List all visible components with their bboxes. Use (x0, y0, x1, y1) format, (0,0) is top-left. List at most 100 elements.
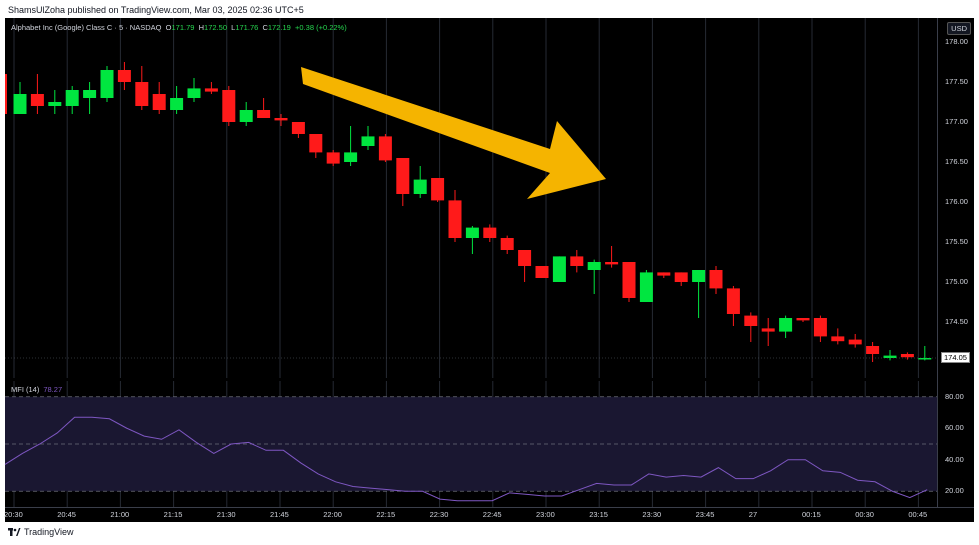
candle-body (726, 288, 740, 314)
open-value: 171.79 (171, 23, 195, 32)
time-tick-label: 21:45 (270, 510, 289, 519)
candle-body (692, 270, 706, 282)
candle-body (13, 94, 27, 114)
candle-body (639, 272, 653, 302)
mfi-legend: MFI (14) 78.27 (11, 385, 62, 394)
time-tick-label: 23:15 (589, 510, 608, 519)
candle-body (605, 262, 619, 265)
time-tick-label: 20:45 (57, 510, 76, 519)
mfi-line (4, 416, 928, 502)
time-tick-label: 22:30 (429, 510, 449, 519)
footer-brand: TradingView (8, 527, 74, 537)
candle-body (274, 118, 288, 121)
price-chart-svg (5, 18, 937, 378)
candle-body (152, 94, 166, 110)
candle-body (65, 90, 79, 106)
time-tick-label: 23:30 (642, 510, 662, 519)
time-tick-label: 27 (748, 510, 758, 519)
candle-body (587, 262, 601, 270)
candle-body (431, 178, 445, 201)
price-tick-label: 175.50 (945, 237, 968, 246)
candle-body (500, 238, 514, 250)
candle-body (622, 262, 636, 298)
price-axis[interactable]: USD 178.00 177.50 177.00 176.50 176.00 175.50… (937, 18, 975, 507)
mfi-pane[interactable]: MFI (14) 78.27 (4, 381, 937, 507)
low-value: 171.76 (235, 23, 259, 32)
candle-body (900, 354, 914, 358)
candle-body (796, 318, 810, 321)
top-caption: ShamsUlZoha published on TradingView.com… (8, 5, 304, 15)
candle-body (657, 272, 671, 276)
candle-body (326, 152, 340, 164)
mfi-tick-label: 80.00 (945, 391, 964, 401)
candle-body (361, 136, 375, 146)
candle-body (344, 152, 358, 162)
candle-body (918, 358, 932, 360)
candle-body (779, 318, 793, 332)
time-tick-label: 21:30 (216, 510, 236, 519)
candle-body (291, 122, 305, 134)
time-tick-label: 23:45 (695, 510, 715, 519)
candle-body (848, 339, 862, 345)
open-label: O (165, 23, 172, 32)
price-tick-label: 175.00 (945, 277, 968, 286)
candle-body (222, 90, 236, 122)
symbol-legend: Alphabet Inc (Google) Class C · 5 · NASD… (11, 23, 347, 32)
currency-badge[interactable]: USD (947, 22, 971, 35)
mfi-label: MFI (14) (11, 385, 40, 394)
candle-body (413, 179, 427, 194)
time-tick-label: 21:15 (163, 510, 183, 519)
high-value: 172.50 (204, 23, 227, 32)
candle-body (378, 136, 392, 161)
high-label: H (198, 23, 205, 32)
time-tick-label: 21:00 (110, 510, 130, 519)
time-tick-label: 00:30 (855, 510, 874, 519)
mfi-chart-svg (4, 381, 937, 507)
candle-body (674, 272, 688, 282)
close-value: 172.19 (267, 23, 291, 32)
price-pane[interactable]: Alphabet Inc (Google) Class C · 5 · NASD… (5, 18, 937, 378)
candle-body (465, 227, 479, 238)
close-label: C (262, 23, 268, 32)
candle-body (135, 82, 149, 106)
candle-body (30, 94, 44, 106)
last-price-label: 174.05 (941, 352, 970, 363)
candle-body (518, 250, 532, 266)
footer-text: TradingView (24, 527, 74, 537)
change-value: +0.38 (+0.22%) (295, 23, 347, 32)
time-tick-label: 00:45 (908, 510, 928, 519)
mfi-tick-label: 20.00 (945, 486, 964, 496)
price-tick-label: 178.00 (945, 37, 968, 46)
candle-body (117, 70, 131, 82)
left-edge-marker (5, 74, 7, 114)
time-axis[interactable]: 20:30 20:45 21:00 21:15 21:30 21:45 22:00 22:15… (4, 507, 974, 523)
candle-body (396, 158, 410, 194)
candle-body (866, 346, 880, 354)
candle-body (309, 134, 323, 153)
candle-body (831, 336, 845, 342)
time-tick-label: 23:00 (536, 510, 555, 519)
price-tick-label: 176.50 (945, 157, 968, 166)
candle-body (535, 266, 549, 278)
time-tick-label: 22:15 (376, 510, 396, 519)
time-tick-label: 22:45 (482, 510, 502, 519)
low-label: L (231, 23, 236, 32)
price-tick-label: 176.00 (945, 197, 968, 206)
mfi-tick-label: 40.00 (945, 454, 964, 464)
candle-body (883, 355, 897, 358)
candle-body (813, 318, 827, 337)
trend-arrow-annotation (301, 67, 606, 199)
price-tick-label: 177.00 (945, 117, 968, 126)
candle-body (552, 256, 566, 282)
candle-body (204, 88, 218, 92)
candle-body (239, 110, 253, 122)
tradingview-logo-icon (8, 528, 21, 536)
candle-body (483, 227, 497, 238)
time-tick-label: 22:00 (323, 510, 342, 519)
candle-body (709, 270, 723, 289)
chart-frame: Alphabet Inc (Google) Class C · 5 · NASD… (4, 18, 975, 523)
time-tick-label: 00:15 (802, 510, 821, 519)
candle-body (100, 70, 114, 98)
candle-body (744, 315, 758, 326)
candle-body (570, 256, 584, 266)
